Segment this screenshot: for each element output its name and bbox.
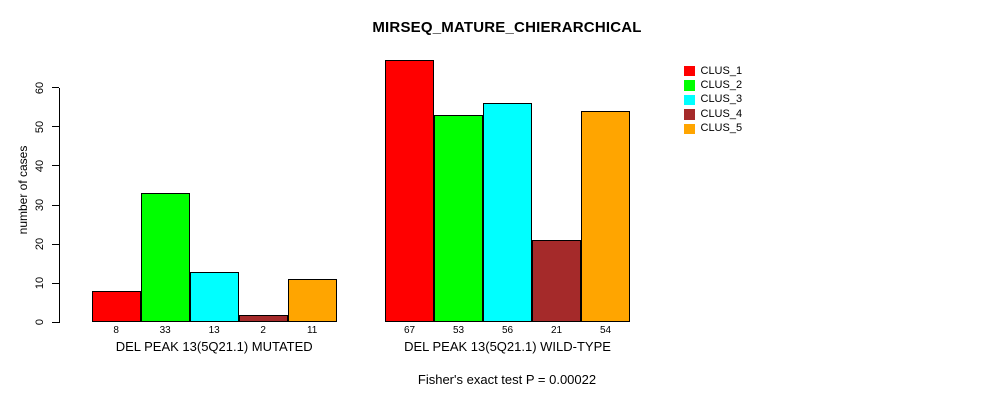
legend-label-clus_4: CLUS_4 (700, 107, 743, 120)
legend-row-clus_2: CLUS_2 (684, 78, 742, 92)
legend-row-clus_4: CLUS_4 (684, 107, 742, 121)
legend-row-clus_5: CLUS_5 (684, 122, 742, 136)
legend-label-clus_1: CLUS_1 (700, 64, 743, 77)
bar-clus_1-group2 (385, 60, 434, 323)
bar-clus_4-group2 (532, 240, 581, 323)
bar-clus_2-group1 (140, 193, 190, 323)
y-tick-40 (52, 165, 59, 167)
legend: CLUS_1 CLUS_2 CLUS_3 CLUS_4 CLUS_5 (684, 64, 742, 136)
legend-swatch-clus_2 (684, 80, 695, 91)
bar-value-clus_4-group1: 2 (260, 325, 266, 336)
group-label-1: DEL PEAK 13(5Q21.1) MUTATED (115, 339, 313, 354)
bar-value-clus_1-group2: 67 (403, 325, 416, 336)
bar-clus_1-group1 (91, 291, 141, 323)
y-tick-20 (52, 243, 59, 245)
legend-row-clus_1: CLUS_1 (684, 64, 742, 78)
bar-clus_5-group1 (287, 279, 337, 323)
bar-clus_2-group2 (434, 115, 483, 323)
legend-label-clus_3: CLUS_3 (700, 93, 743, 106)
legend-swatch-clus_3 (684, 94, 695, 106)
legend-label-clus_5: CLUS_5 (700, 122, 743, 135)
legend-swatch-clus_1 (684, 65, 695, 77)
bar-value-clus_3-group2: 56 (501, 325, 514, 336)
legend-row-clus_3: CLUS_3 (684, 93, 742, 107)
bar-value-clus_5-group2: 54 (599, 325, 612, 336)
bar-value-clus_2-group1: 33 (159, 325, 171, 336)
y-tick-10 (52, 282, 59, 284)
bar-value-clus_5-group1: 11 (306, 325, 318, 336)
bar-value-clus_1-group1: 8 (113, 325, 119, 336)
y-tick-60 (52, 87, 59, 89)
bar-clus_5-group2 (581, 111, 630, 323)
legend-swatch-clus_4 (684, 109, 695, 120)
bar-value-clus_4-group2: 21 (550, 325, 563, 336)
legend-label-clus_2: CLUS_2 (700, 79, 743, 92)
y-tick-30 (52, 204, 59, 206)
y-axis-line (58, 87, 60, 323)
chart-subtitle: Fisher's exact test P = 0.00022 (417, 372, 597, 387)
bar-clus_3-group2 (483, 103, 532, 323)
bar-value-clus_3-group1: 13 (208, 325, 220, 336)
y-tick-0 (52, 321, 59, 323)
chart-title: MIRSEQ_MATURE_CHIERARCHICAL (372, 19, 642, 36)
bar-clus_4-group1 (238, 314, 288, 323)
bar-value-clus_2-group2: 53 (452, 325, 465, 336)
bar-clus_3-group1 (189, 271, 239, 323)
group-label-2: DEL PEAK 13(5Q21.1) WILD-TYPE (404, 339, 611, 354)
y-tick-50 (52, 126, 59, 128)
legend-swatch-clus_5 (684, 123, 695, 134)
